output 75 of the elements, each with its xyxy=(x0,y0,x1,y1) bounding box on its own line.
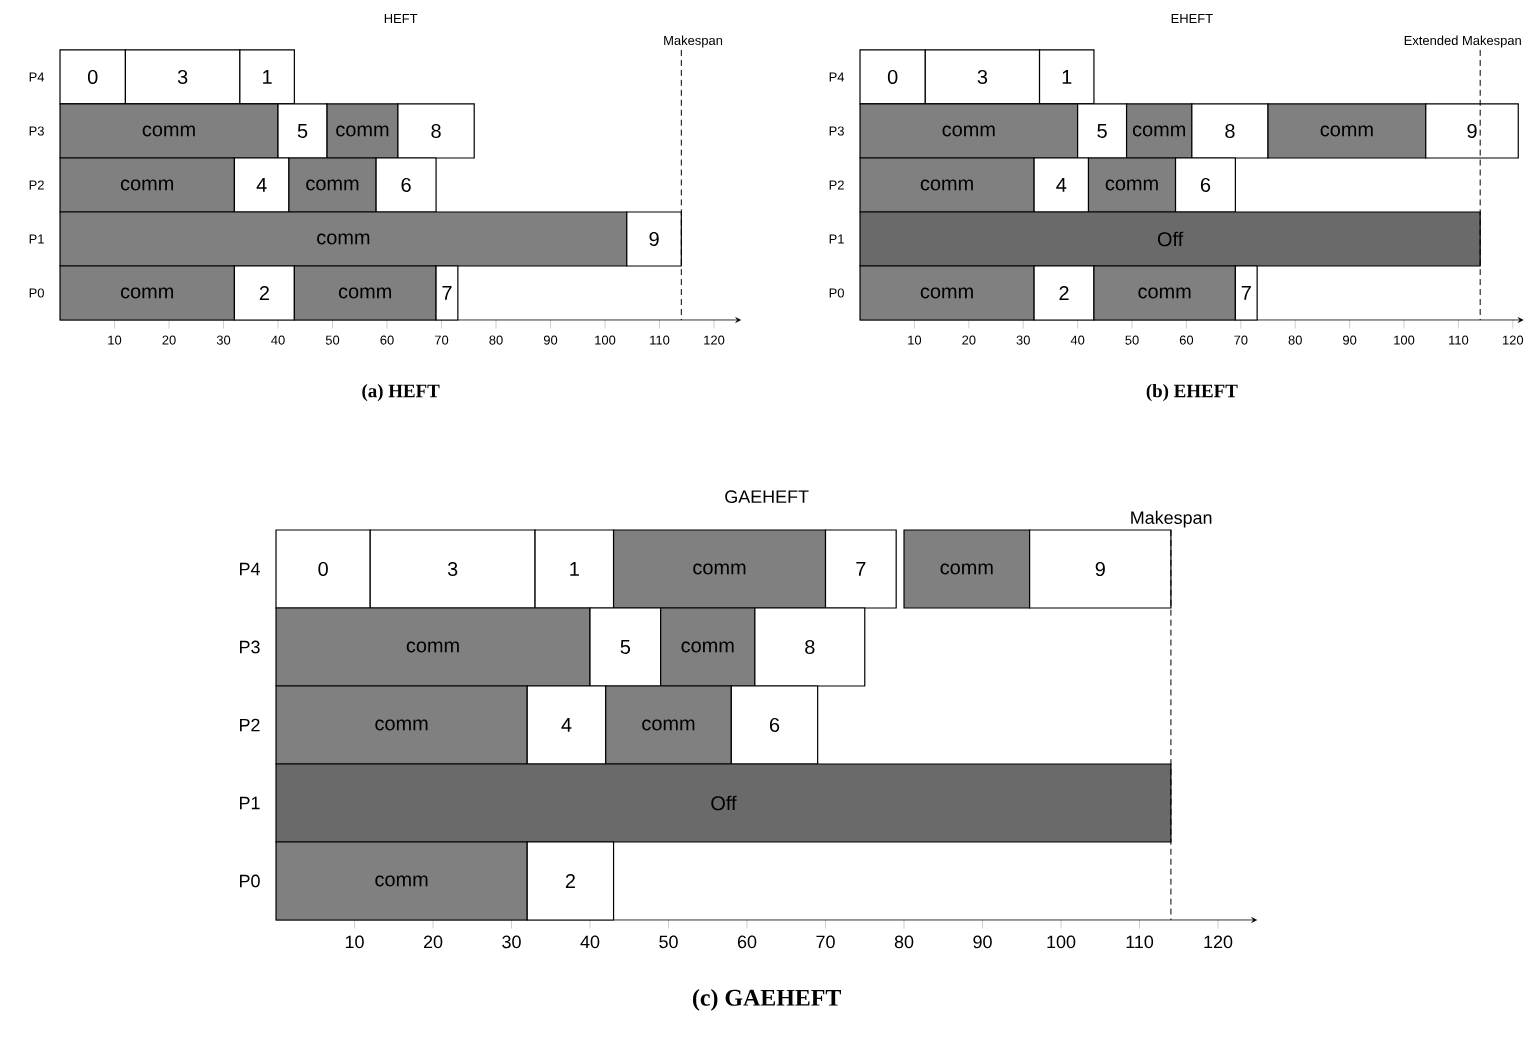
series-label: 8 xyxy=(805,639,815,655)
series-label: 4 xyxy=(256,178,267,192)
series-label: 5 xyxy=(620,640,631,654)
x-tick-label: 80 xyxy=(894,935,914,949)
x-tick-label: 20 xyxy=(423,935,443,949)
series-label: 1 xyxy=(263,70,272,84)
y-tick-label: P0 xyxy=(240,874,260,888)
series-label: comm xyxy=(1320,125,1373,137)
series-label: 5 xyxy=(297,124,308,138)
x-tick-label: 110 xyxy=(1126,935,1154,949)
x-tick-label: 60 xyxy=(737,935,757,949)
series-label: 9 xyxy=(1095,561,1105,577)
series-label: 3 xyxy=(177,69,188,85)
chart-title: GAEHEFT xyxy=(725,490,809,503)
series-label: comm xyxy=(338,287,392,299)
x-tick-label: 90 xyxy=(973,935,992,949)
series-label: 4 xyxy=(561,718,572,732)
series-label: 7 xyxy=(442,286,452,300)
series-label: comm xyxy=(120,287,174,299)
series-label: comm xyxy=(1132,125,1186,137)
series-label: 6 xyxy=(1200,177,1211,193)
series-label: 3 xyxy=(447,561,458,577)
series-label: comm xyxy=(920,179,973,191)
series-label: comm xyxy=(940,563,993,575)
x-tick-label: 10 xyxy=(345,935,364,949)
x-tick-label: 120 xyxy=(1204,935,1233,949)
series-label: 7 xyxy=(1241,286,1251,300)
series-label: 9 xyxy=(649,231,659,247)
series-label: comm xyxy=(120,179,174,191)
series-label: 0 xyxy=(318,561,328,577)
x-tick-label: 50 xyxy=(659,935,678,949)
series-label: 7 xyxy=(856,562,866,576)
series-label: 8 xyxy=(431,123,441,139)
y-tick-label: P2 xyxy=(240,718,260,732)
series-label: 5 xyxy=(1097,124,1107,138)
series-label: Off xyxy=(711,795,737,811)
series-label: comm xyxy=(336,125,389,137)
series-label: 4 xyxy=(1056,178,1067,192)
y-tick-label: P4 xyxy=(240,562,260,576)
series-label: comm xyxy=(642,719,695,731)
series-label: comm xyxy=(1105,179,1158,191)
text: (c) GAEHEFT xyxy=(692,989,841,1011)
series-label: 2 xyxy=(1059,286,1069,300)
series-label: 8 xyxy=(1225,123,1235,139)
series-label: 1 xyxy=(570,562,579,576)
series-label: comm xyxy=(681,641,734,653)
series-label: comm xyxy=(317,233,370,245)
series-label: 1 xyxy=(1062,70,1072,84)
x-tick-label: 70 xyxy=(816,935,835,949)
text: (a) HEFT xyxy=(362,384,440,402)
series-label: 2 xyxy=(259,286,269,300)
x-tick-label: 30 xyxy=(502,935,521,949)
series-label: comm xyxy=(942,125,995,137)
series-label: 2 xyxy=(565,874,575,888)
series-label: comm xyxy=(406,641,459,653)
series-label: 0 xyxy=(887,69,898,85)
series-label: 6 xyxy=(401,177,411,193)
y-tick-label: P3 xyxy=(240,640,260,654)
series-label: comm xyxy=(375,875,428,887)
series-label: comm xyxy=(1138,287,1191,299)
text: (b) EHEFT xyxy=(1146,384,1238,402)
series-label: comm xyxy=(306,179,359,191)
series-label: comm xyxy=(142,125,195,137)
series-label: 9 xyxy=(1467,123,1477,139)
series-label: comm xyxy=(920,287,973,299)
series-label: comm xyxy=(693,563,746,575)
series-label: 6 xyxy=(769,717,780,733)
y-tick-label: P1 xyxy=(240,796,260,810)
series-label: comm xyxy=(375,719,428,731)
series-label: 3 xyxy=(977,69,988,85)
series-label: Off xyxy=(1157,231,1184,247)
ref-line-label: Makespan xyxy=(1131,510,1212,528)
x-tick-label: 40 xyxy=(580,935,600,949)
series-label: 0 xyxy=(87,69,98,85)
x-tick-label: 100 xyxy=(1047,935,1076,949)
